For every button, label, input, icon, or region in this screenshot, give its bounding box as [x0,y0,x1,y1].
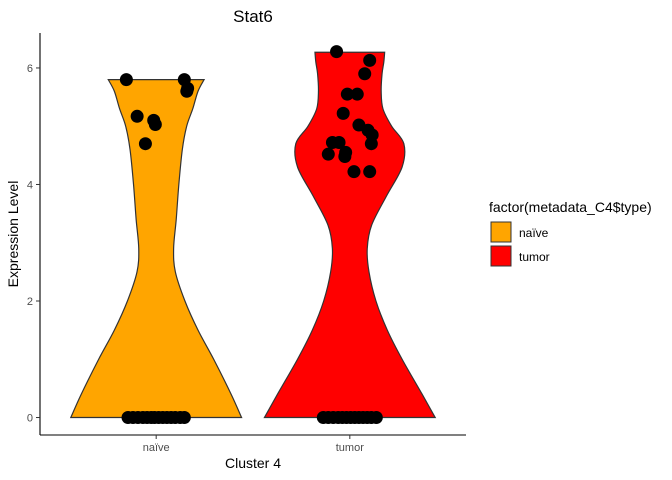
data-point [332,136,346,150]
chart-title: Stat6 [233,7,273,26]
data-point [338,150,352,164]
y-axis-ticks: 0 2 4 6 [27,63,40,425]
data-point [180,84,194,98]
data-point [347,165,361,179]
legend: factor(metadata_C4$type) naïve tumor [489,199,652,267]
points-1 [316,45,383,425]
violin-naive [69,79,243,419]
y-tick-label: 2 [27,296,33,308]
data-point [330,45,344,59]
legend-label: naïve [519,226,549,240]
data-point [138,137,152,151]
points-0 [119,73,195,425]
legend-key [490,245,512,267]
x-axis-ticks: naïve tumor [143,435,364,454]
data-point [340,87,354,101]
data-point [177,411,191,425]
data-point [369,411,383,425]
data-point [364,137,378,151]
plot-area [69,45,437,425]
data-point [321,147,335,161]
data-point [350,87,364,101]
data-point [363,53,377,67]
data-point [336,106,350,120]
data-point [363,165,377,179]
legend-key [490,221,512,243]
data-point [358,67,372,81]
y-tick-label: 6 [27,63,33,75]
y-axis-title: Expression Level [5,181,21,288]
data-point [148,117,162,131]
legend-title: factor(metadata_C4$type) [489,199,652,215]
y-tick-label: 4 [27,179,33,191]
x-tick-label: tumor [336,442,364,454]
legend-items: naïve tumor [490,221,550,267]
x-axis-title: Cluster 4 [225,455,281,471]
legend-label: tumor [519,250,550,264]
data-point [119,73,133,87]
violin-tumor [263,51,437,419]
y-tick-label: 0 [27,413,33,425]
x-tick-label: naïve [143,442,170,454]
data-point [130,109,144,123]
